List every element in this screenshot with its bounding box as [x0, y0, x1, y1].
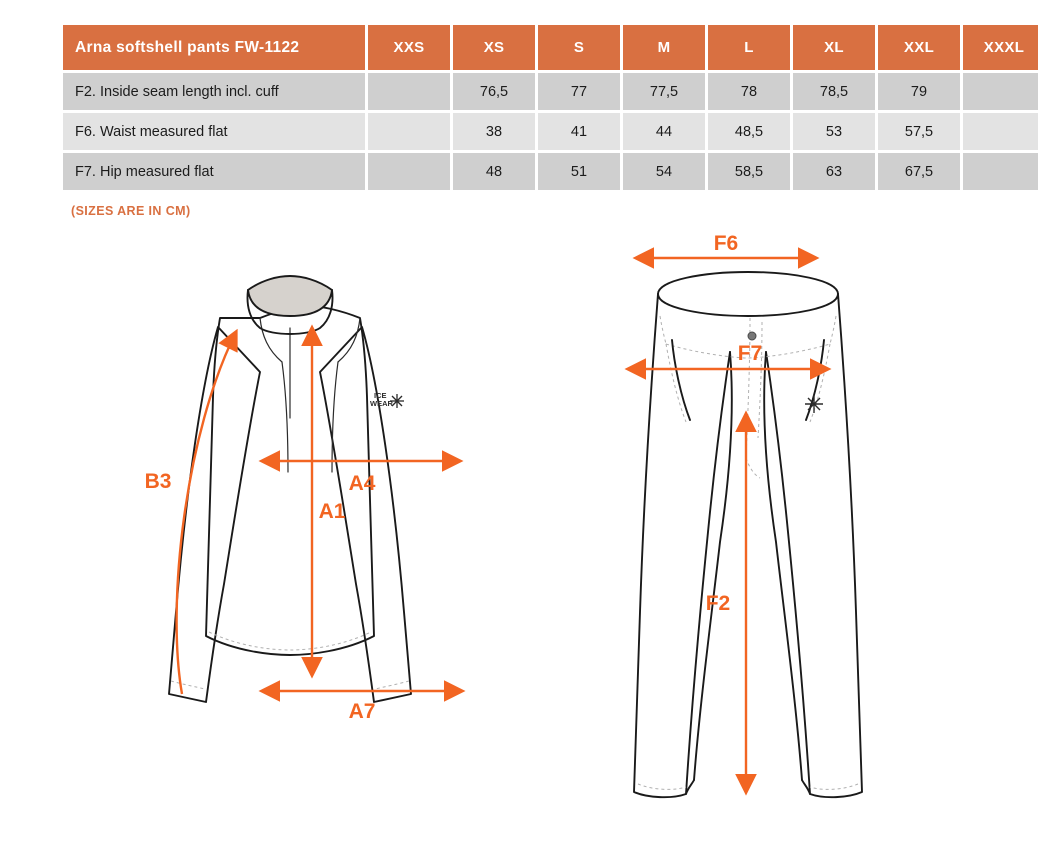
size-header-l: L: [708, 25, 790, 70]
size-header-s: S: [538, 25, 620, 70]
dimension-arrow-f2: F2: [706, 410, 757, 796]
measurement-value: [368, 153, 450, 190]
measurement-value: 78,5: [793, 73, 875, 110]
dimension-label-a7: A7: [349, 700, 376, 723]
dimension-label-a1: A1: [319, 500, 346, 523]
measurement-label: F6. Waist measured flat: [63, 113, 365, 150]
measurement-value: 48,5: [708, 113, 790, 150]
table-row: F6. Waist measured flat 38 41 44 48,5 53…: [63, 113, 1038, 150]
dimension-arrow-a7: A7: [258, 680, 466, 723]
measurement-value: 51: [538, 153, 620, 190]
technical-drawings: ICE WEAR B3 A4 A1 A7: [0, 232, 1038, 852]
measurement-value: 76,5: [453, 73, 535, 110]
measurement-value: 41: [538, 113, 620, 150]
snowflake-icon: [805, 395, 823, 413]
table-row: F7. Hip measured flat 48 51 54 58,5 63 6…: [63, 153, 1038, 190]
dimension-label-f7: F7: [738, 342, 763, 365]
size-header-xs: XS: [453, 25, 535, 70]
pants-technical-drawing: F6 F7 F2: [624, 232, 863, 799]
measurement-value: 38: [453, 113, 535, 150]
ice-wear-logo: ICE WEAR: [370, 391, 404, 408]
measurement-label: F7. Hip measured flat: [63, 153, 365, 190]
measurement-value: 58,5: [708, 153, 790, 190]
table-body: F2. Inside seam length incl. cuff 76,5 7…: [63, 73, 1038, 190]
table-header: Arna softshell pants FW-1122 XXS XS S M …: [63, 25, 1038, 70]
measurement-value: 44: [623, 113, 705, 150]
size-header-xl: XL: [793, 25, 875, 70]
size-header-m: M: [623, 25, 705, 70]
size-chart-table: Arna softshell pants FW-1122 XXS XS S M …: [60, 22, 1038, 193]
measurement-value: 53: [793, 113, 875, 150]
units-note: (SIZES ARE IN CM): [71, 204, 191, 218]
dimension-arrow-f6: F6: [632, 232, 820, 269]
snowflake-icon: [390, 394, 404, 408]
dimension-arrow-a1: A1: [301, 324, 346, 679]
measurement-value: [368, 113, 450, 150]
size-header-xxxl: XXXL: [963, 25, 1038, 70]
dimension-arrow-f7: F7: [624, 342, 832, 380]
dimension-arrow-b3: B3: [145, 328, 238, 695]
dimension-label-f2: F2: [706, 592, 731, 615]
product-title-header: Arna softshell pants FW-1122: [63, 25, 365, 70]
dimension-label-f6: F6: [714, 232, 739, 255]
jacket-collar: [246, 275, 334, 335]
measurement-value: 79: [878, 73, 960, 110]
measurement-value: 48: [453, 153, 535, 190]
measurement-value: 57,5: [878, 113, 960, 150]
measurement-value: [963, 73, 1038, 110]
logo-text-line2: WEAR: [370, 399, 393, 408]
measurement-value: 77,5: [623, 73, 705, 110]
size-table-container: Arna softshell pants FW-1122 XXS XS S M …: [63, 25, 1038, 190]
table-row: F2. Inside seam length incl. cuff 76,5 7…: [63, 73, 1038, 110]
measurement-value: 63: [793, 153, 875, 190]
measurement-value: [963, 153, 1038, 190]
size-header-xxl: XXL: [878, 25, 960, 70]
size-header-xxs: XXS: [368, 25, 450, 70]
measurement-value: 67,5: [878, 153, 960, 190]
pants-waistband-details: [659, 315, 837, 479]
logo-text-line1: ICE: [374, 391, 387, 400]
header-row: Arna softshell pants FW-1122 XXS XS S M …: [63, 25, 1038, 70]
measurement-value: [368, 73, 450, 110]
measurement-value: 77: [538, 73, 620, 110]
measurement-label: F2. Inside seam length incl. cuff: [63, 73, 365, 110]
dimension-arrow-a4: A4: [258, 450, 464, 495]
measurement-value: [963, 113, 1038, 150]
pants-body: [633, 271, 863, 799]
measurement-value: 78: [708, 73, 790, 110]
measurement-value: 54: [623, 153, 705, 190]
waist-button: [747, 331, 757, 341]
dimension-label-a4: A4: [349, 472, 376, 495]
dimension-label-b3: B3: [145, 470, 172, 493]
jacket-technical-drawing: ICE WEAR B3 A4 A1 A7: [145, 275, 466, 723]
